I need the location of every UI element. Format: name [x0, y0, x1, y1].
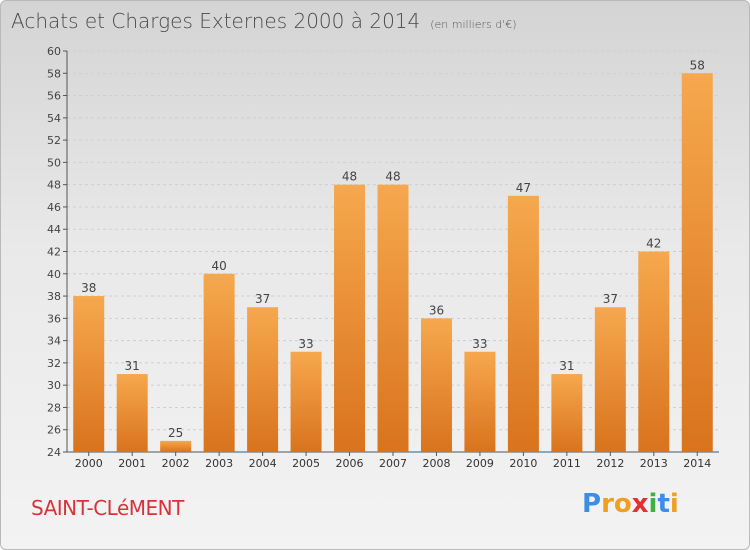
chart-title: Achats et Charges Externes 2000 à 2014 (e…	[11, 9, 517, 33]
bar	[507, 195, 539, 453]
y-tick-label: 50	[47, 156, 61, 169]
y-tick-label: 38	[47, 290, 61, 303]
data-label: 36	[429, 303, 444, 317]
x-tick-label: 2003	[205, 457, 233, 470]
logo-letter: t	[657, 489, 670, 519]
y-tick-label: 40	[47, 268, 61, 281]
bar	[116, 374, 148, 452]
bar	[681, 73, 713, 453]
logo-letter: i	[669, 489, 679, 519]
y-tick-label: 46	[47, 201, 61, 214]
x-tick-label: 2000	[75, 457, 103, 470]
x-tick-label: 2010	[509, 457, 537, 470]
bar	[160, 440, 192, 452]
y-tick-label: 28	[47, 401, 61, 414]
bar	[73, 296, 105, 452]
bar	[594, 307, 626, 452]
data-label: 48	[342, 170, 357, 184]
data-label: 48	[385, 170, 400, 184]
logo-letter: i	[648, 489, 658, 519]
chart-title-text: Achats et Charges Externes 2000 à 2014	[11, 9, 421, 33]
y-tick-label: 48	[47, 179, 61, 192]
data-label: 31	[559, 359, 574, 373]
data-label: 47	[516, 181, 531, 195]
x-tick-label: 2002	[162, 457, 190, 470]
x-tick-label: 2008	[422, 457, 450, 470]
commune-name: SAINT-CLéMENT	[31, 496, 184, 520]
proxiti-logo: Proxiti	[582, 489, 679, 519]
x-tick-label: 2009	[466, 457, 494, 470]
y-tick-label: 24	[47, 446, 61, 459]
data-label: 42	[646, 237, 661, 251]
data-label: 37	[603, 292, 618, 306]
axes: 24 26 28 30 32 34 36 38 40 42 44 46 48 50 52 54 56 58 60 20…	[47, 45, 719, 470]
bar	[420, 318, 452, 452]
data-label: 38	[81, 281, 96, 295]
x-tick-label: 2011	[553, 457, 581, 470]
y-tick-label: 36	[47, 312, 61, 325]
bar	[551, 374, 583, 452]
data-label: 33	[298, 337, 313, 351]
x-tick-label: 2001	[118, 457, 146, 470]
data-label: 58	[690, 58, 705, 72]
x-tick-label: 2014	[683, 457, 711, 470]
y-tick-label: 58	[47, 67, 61, 80]
data-label: 37	[255, 292, 270, 306]
logo-letter: o	[613, 489, 632, 519]
y-tick-label: 52	[47, 134, 61, 147]
logo-letter: P	[582, 489, 602, 519]
logo-letter: r	[601, 489, 614, 519]
bar	[290, 351, 322, 452]
x-tick-label: 2004	[249, 457, 277, 470]
x-tick-label: 2012	[596, 457, 624, 470]
data-label: 33	[472, 337, 487, 351]
y-tick-label: 56	[47, 90, 61, 103]
y-tick-label: 32	[47, 357, 61, 370]
y-tick-label: 42	[47, 246, 61, 259]
x-tick-label: 2013	[640, 457, 668, 470]
bar	[247, 307, 279, 452]
bar	[334, 184, 366, 452]
data-label: 40	[211, 259, 226, 273]
x-tick-label: 2005	[292, 457, 320, 470]
data-label: 25	[168, 426, 183, 440]
bar	[203, 273, 235, 452]
bar	[464, 351, 496, 452]
bar	[377, 184, 409, 452]
data-label: 31	[125, 359, 140, 373]
y-tick-label: 30	[47, 379, 61, 392]
x-tick-label: 2007	[379, 457, 407, 470]
x-tick-label: 2006	[336, 457, 364, 470]
y-tick-label: 54	[47, 112, 61, 125]
y-tick-label: 44	[47, 223, 61, 236]
logo-letter: x	[631, 489, 649, 519]
y-tick-label: 26	[47, 424, 61, 437]
data-labels: 38 31 25 40 37 33 48 48 36 33 47 31 37 42 58	[81, 58, 705, 440]
bars	[73, 73, 713, 453]
chart-unit: (en milliers d'€)	[430, 18, 517, 31]
y-tick-label: 60	[47, 45, 61, 58]
y-tick-label: 34	[47, 335, 61, 348]
bar	[638, 251, 670, 452]
